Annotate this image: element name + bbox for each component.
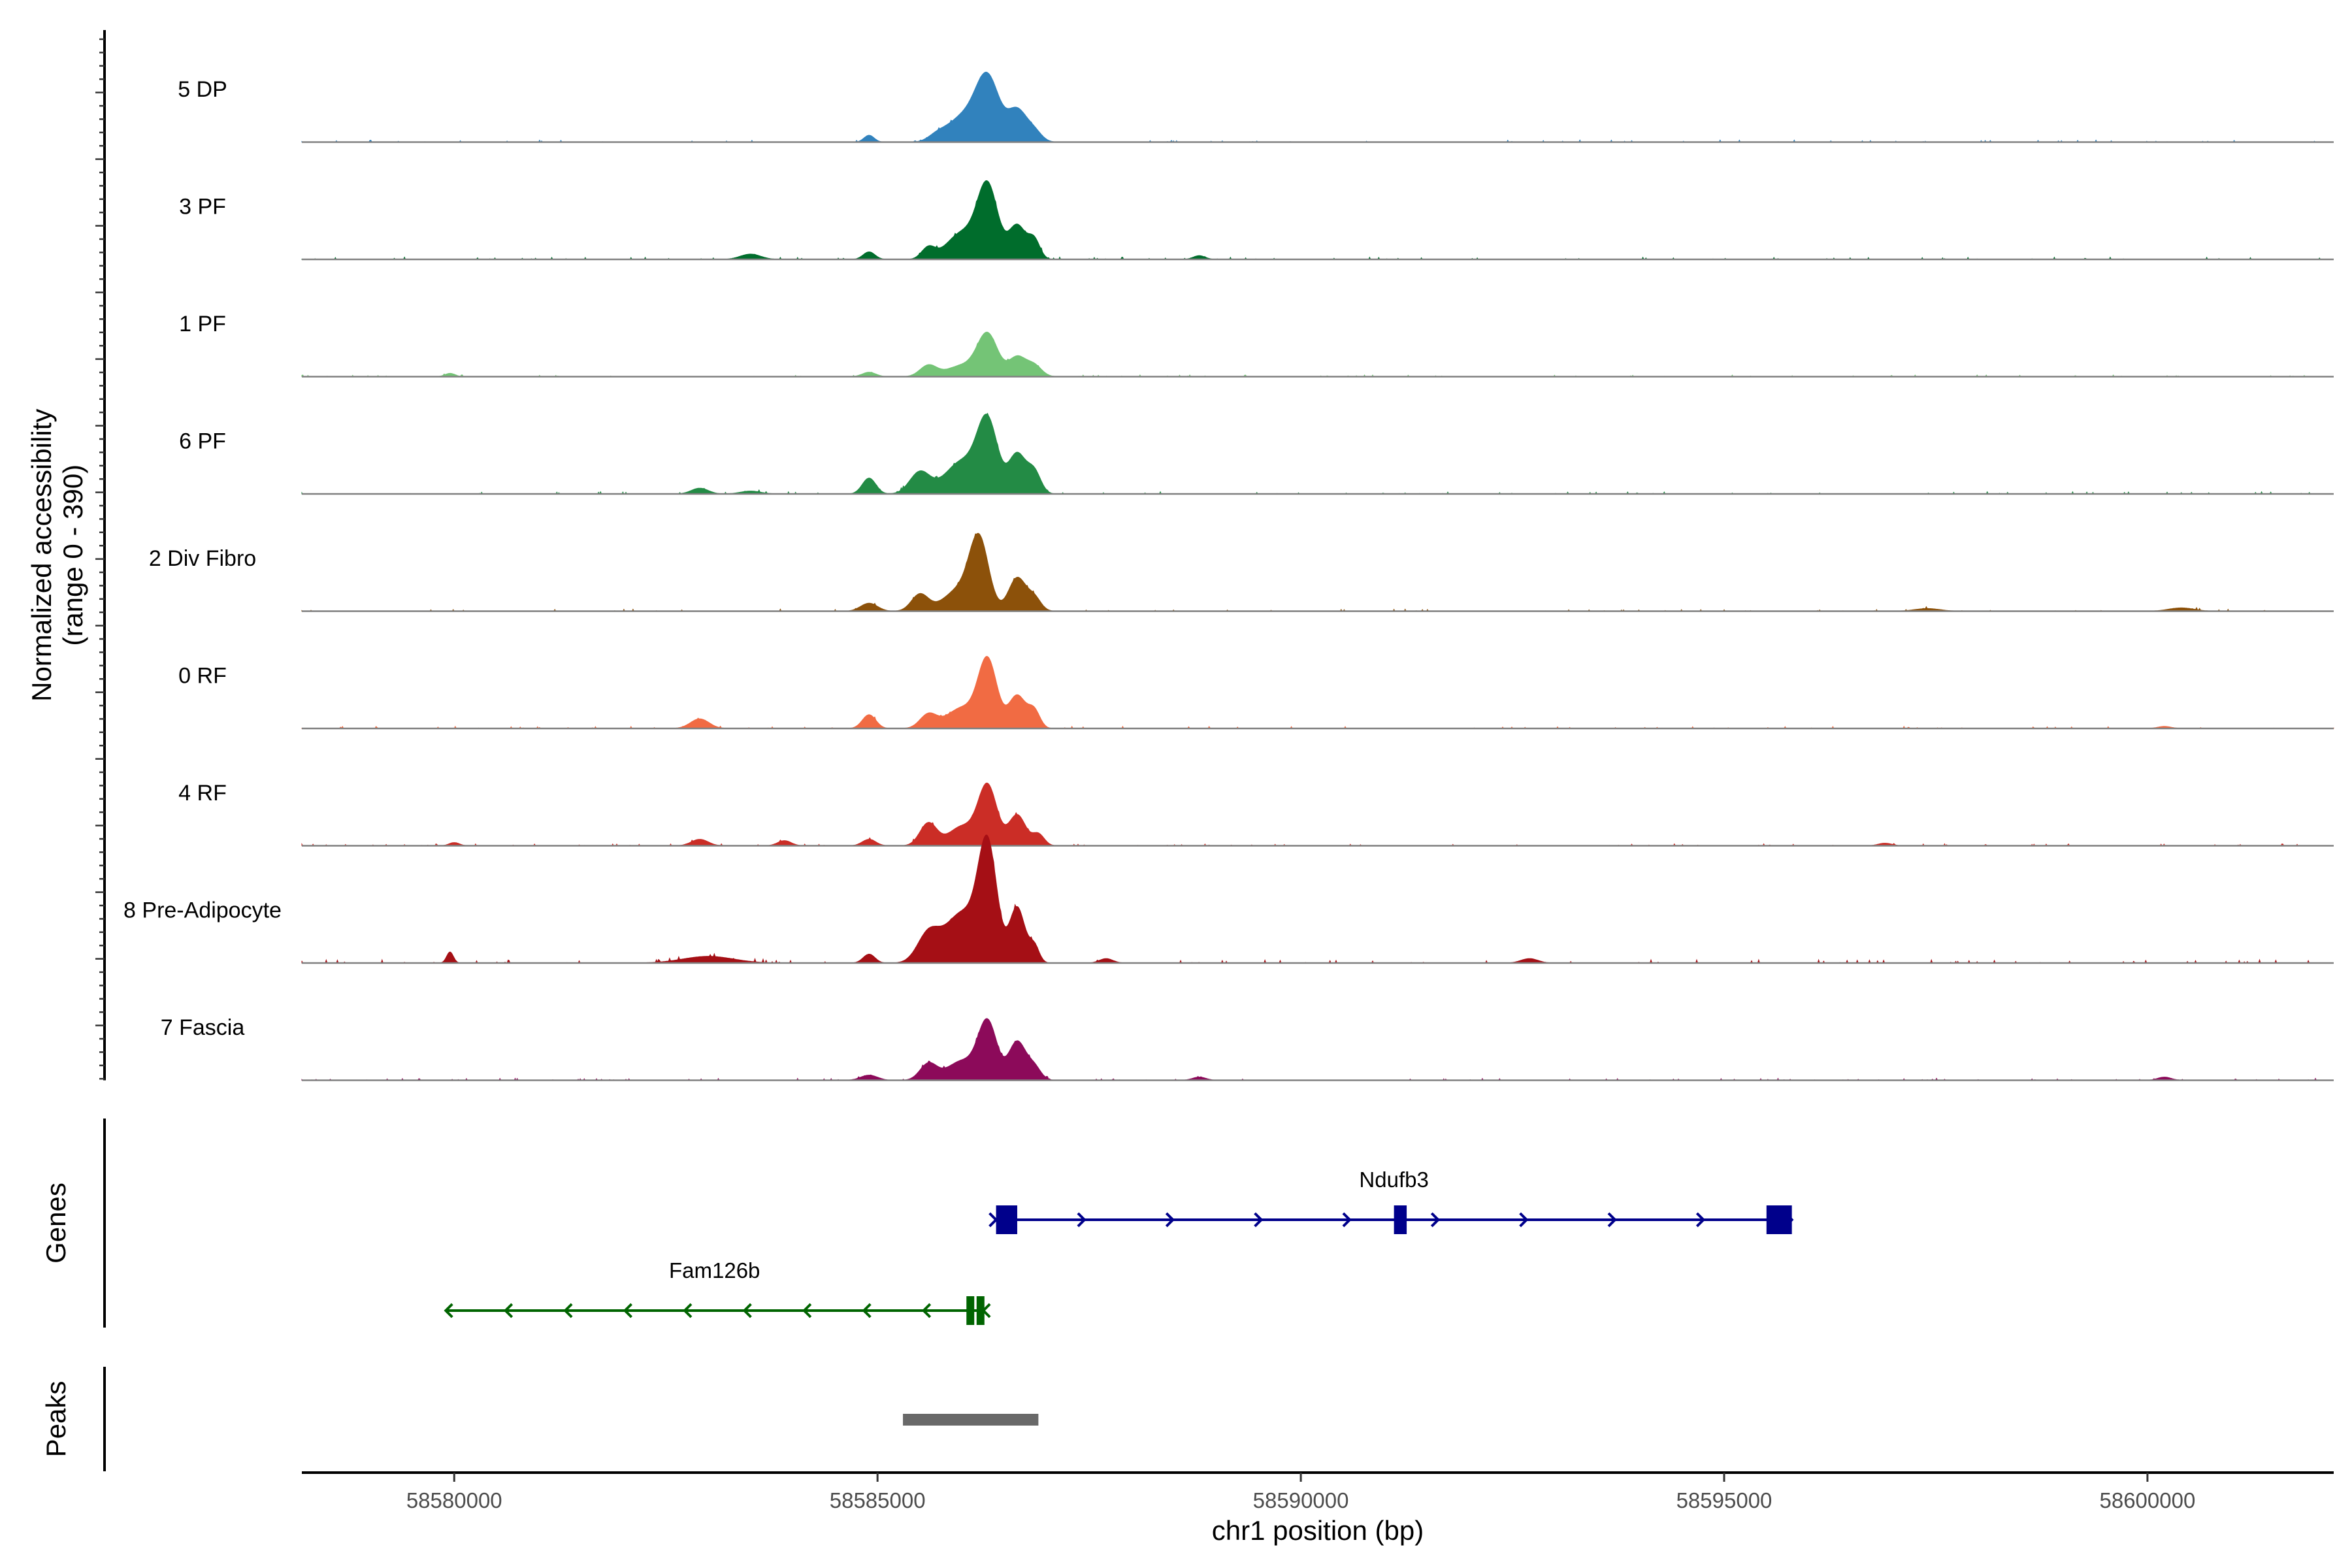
strand-arrow	[921, 1303, 932, 1318]
strand-arrow	[683, 1303, 693, 1318]
coverage-area	[301, 532, 2334, 612]
strand-arrow	[1519, 1212, 1529, 1228]
track-1-pf: 1 PF	[179, 312, 2334, 378]
strand-arrow	[1695, 1212, 1706, 1228]
strand-arrow	[503, 1303, 514, 1318]
x-tick-label: 58590000	[1253, 1488, 1349, 1512]
genes-panel-label: Genes	[41, 1183, 71, 1264]
exon	[966, 1296, 975, 1325]
x-axis-ticks: 58580000 58585000 58590000 58595000 58600000	[406, 1473, 2195, 1512]
y-axis-title-range: (range 0 - 390)	[57, 465, 88, 646]
x-tick-label: 58595000	[1676, 1488, 1772, 1512]
x-tick-label: 58585000	[830, 1488, 926, 1512]
peak-regions	[903, 1414, 1039, 1426]
gene-label: Ndufb3	[1359, 1168, 1428, 1192]
track-0-rf: 0 RF	[178, 655, 2334, 730]
peak-region	[903, 1414, 1039, 1426]
track-7-fascia: 7 Fascia	[161, 1015, 2334, 1081]
track-label: 3 PF	[179, 195, 226, 220]
strand-arrow	[862, 1303, 872, 1318]
track-label: 7 Fascia	[161, 1015, 245, 1040]
coverage-area	[301, 180, 2334, 260]
exon	[1394, 1205, 1407, 1234]
strand-arrow	[988, 1212, 998, 1228]
gene-ndufb3: Ndufb3	[988, 1168, 1794, 1234]
strand-arrow	[1607, 1212, 1617, 1228]
track-label: 8 Pre-Adipocyte	[123, 898, 282, 923]
track-label: 1 PF	[179, 312, 226, 336]
strand-arrow	[742, 1303, 752, 1318]
gene-label: Fam126b	[669, 1258, 760, 1282]
x-tick-label: 58600000	[2100, 1488, 2196, 1512]
track-6-pf: 6 PF	[179, 412, 2334, 495]
strand-arrow	[802, 1303, 812, 1318]
genes-panel: Genes Ndufb3 Fam126b	[41, 1119, 1794, 1328]
strand-arrow	[623, 1303, 632, 1318]
strand-arrow	[1342, 1212, 1352, 1228]
coverage-area	[301, 71, 2334, 143]
strand-arrow	[1254, 1212, 1264, 1228]
coverage-tracks: 5 DP 3 PF 1 PF 6 PF 2 Div Fibro 0 RF 4 RF 8 Pre…	[123, 71, 2334, 1081]
x-axis: 58580000 58585000 58590000 58595000 58600000…	[302, 1471, 2334, 1546]
track-2-div-fibro: 2 Div Fibro	[149, 532, 2334, 612]
track-label: 6 PF	[179, 429, 226, 454]
exon	[976, 1296, 985, 1325]
track-label: 5 DP	[178, 77, 227, 102]
coverage-area	[301, 782, 2334, 847]
x-axis-title: chr1 position (bp)	[1212, 1515, 1424, 1546]
track-4-rf: 4 RF	[178, 781, 2334, 847]
peaks-panel: Peaks	[41, 1367, 1039, 1471]
track-label: 4 RF	[178, 781, 227, 806]
coverage-area	[301, 655, 2334, 729]
strand-arrow	[1430, 1212, 1441, 1228]
x-tick-label: 58580000	[406, 1488, 502, 1512]
strand-arrow	[444, 1303, 453, 1318]
track-8-pre-adipocyte: 8 Pre-Adipocyte	[123, 834, 2334, 964]
strand-arrow	[563, 1303, 573, 1318]
coverage-area	[301, 834, 2334, 964]
track-3-pf: 3 PF	[179, 180, 2334, 261]
strand-arrow	[1077, 1212, 1086, 1228]
y-axis-title: Normalized accessibility	[26, 409, 57, 702]
gene-fam126b: Fam126b	[444, 1258, 991, 1325]
coverage-area	[301, 1018, 2334, 1081]
track-label: 2 Div Fibro	[149, 546, 256, 571]
track-5-dp: 5 DP	[178, 71, 2334, 143]
coverage-area	[301, 412, 2334, 495]
strand-arrow	[1165, 1212, 1175, 1228]
exon	[1766, 1205, 1792, 1234]
y-axis: Normalized accessibility (range 0 - 390)	[26, 30, 106, 1081]
track-label: 0 RF	[178, 664, 227, 689]
exon	[996, 1205, 1017, 1234]
y-axis-ticks	[95, 38, 105, 1080]
peaks-panel-label: Peaks	[41, 1381, 71, 1458]
coverage-area	[301, 331, 2334, 378]
gene-models: Ndufb3 Fam126b	[444, 1168, 1794, 1325]
